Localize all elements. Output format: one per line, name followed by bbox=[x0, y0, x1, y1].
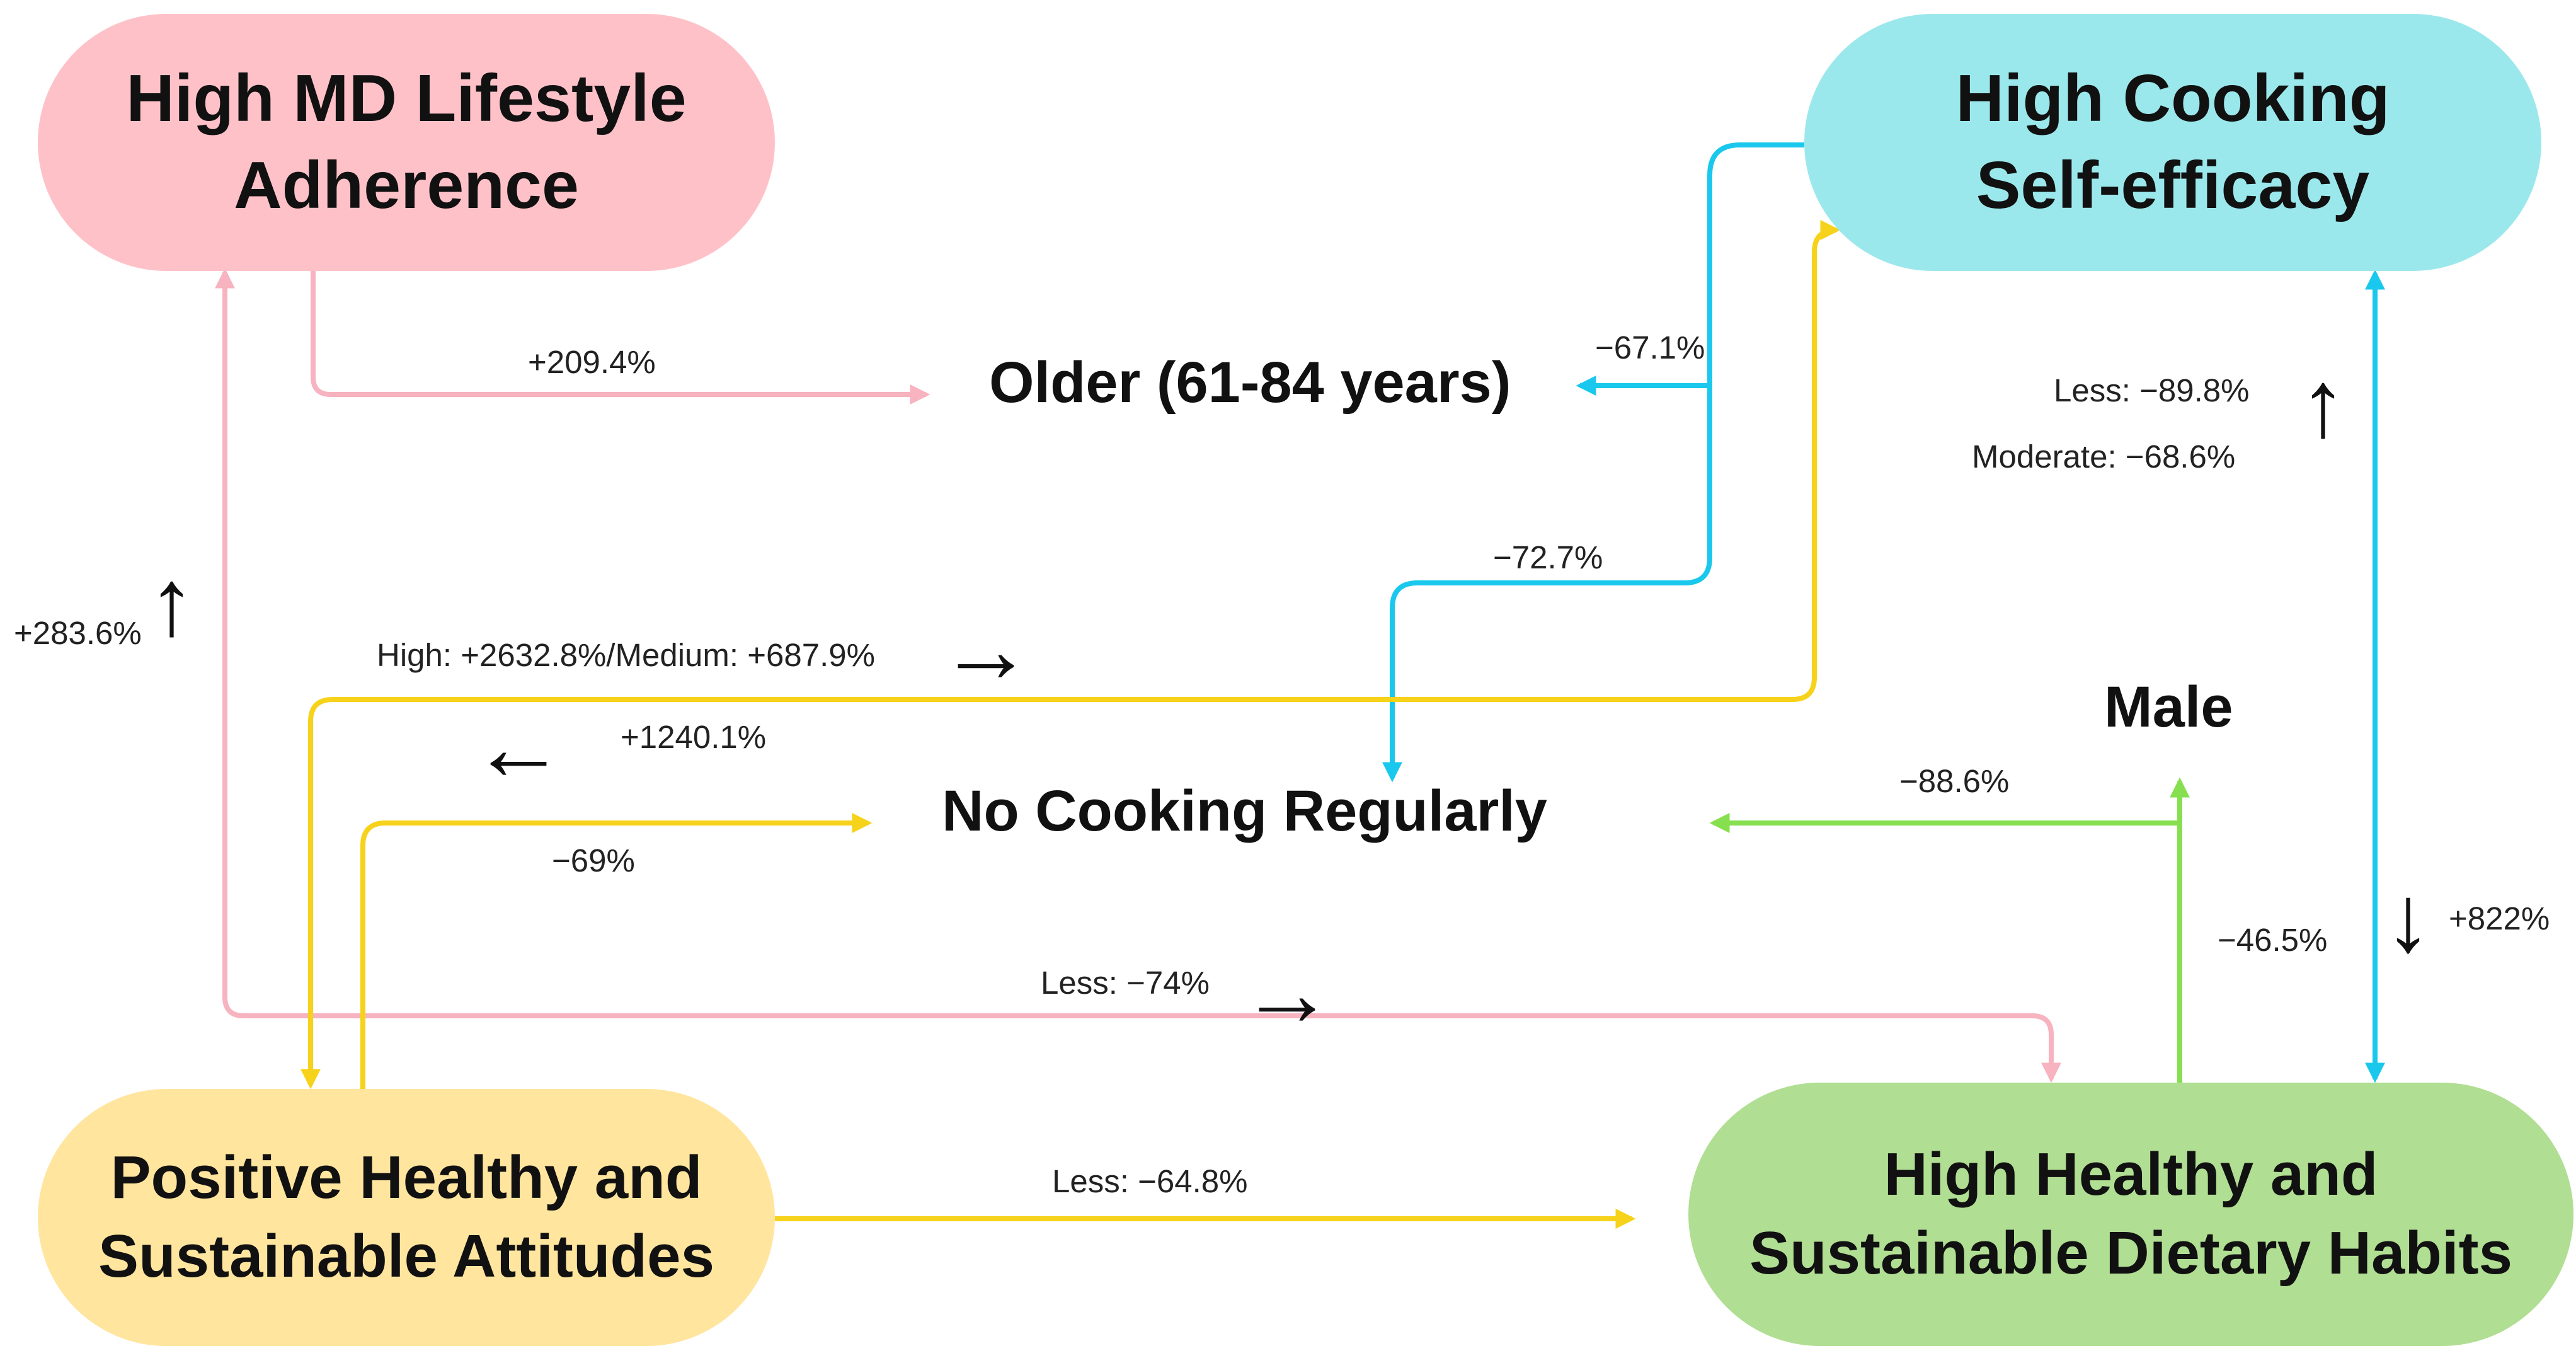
label-cook-to-diet-less: Less: −89.8% bbox=[2054, 372, 2250, 408]
label-cook-to-nocook: −72.7% bbox=[1493, 539, 1603, 575]
node-healthy-sustainable-dietary-habits: High Healthy and Sustainable Dietary Hab… bbox=[1688, 1083, 2573, 1346]
outcome-male: Male bbox=[2104, 675, 2233, 739]
label-cook-to-diet-moderate: Moderate: −68.6% bbox=[1972, 439, 2236, 475]
outcome-older: Older (61-84 years) bbox=[989, 350, 1511, 415]
label-md-to-diet: Less: −74% bbox=[1041, 965, 1210, 1001]
up-arrow-icon: ↑ bbox=[2299, 350, 2347, 456]
edge-cook-to-older bbox=[1576, 142, 1804, 396]
edge-att-to-nocook bbox=[360, 813, 873, 1089]
label-cook-to-older: −67.1% bbox=[1595, 330, 1705, 365]
node-md-lifestyle-adherence: High MD Lifestyle Adherence bbox=[38, 14, 775, 271]
edge-att-cook bbox=[301, 220, 1841, 1090]
left-arrow-icon: ← bbox=[471, 694, 566, 800]
edge-cook-to-nocook bbox=[1382, 386, 1712, 783]
label-diet-to-male: −46.5% bbox=[2218, 922, 2328, 958]
label-att-to-md: +283.6% bbox=[14, 615, 142, 651]
label-diet-to-cook: +822% bbox=[2449, 901, 2550, 936]
down-arrow-icon: ↓ bbox=[2384, 865, 2432, 971]
node-healthy-sustainable-attitudes: Positive Healthy and Sustainable Attitud… bbox=[38, 1089, 775, 1346]
node-attitudes-label: Positive Healthy and Sustainable Attitud… bbox=[98, 1144, 714, 1290]
node-dietary-label: High Healthy and Sustainable Dietary Hab… bbox=[1749, 1141, 2513, 1287]
label-att-to-cook: High: +2632.8%/Medium: +687.9% bbox=[377, 637, 875, 673]
node-md-lifestyle-label: High MD Lifestyle Adherence bbox=[126, 61, 687, 222]
right-arrow-icon: → bbox=[1240, 940, 1334, 1045]
label-att-to-nocook: −69% bbox=[552, 843, 635, 878]
right-arrow-icon: → bbox=[939, 596, 1033, 702]
node-cooking-self-efficacy: High Cooking Self-efficacy bbox=[1804, 14, 2541, 271]
label-diet-to-nocook: −88.6% bbox=[1899, 763, 2010, 799]
outcome-no-cooking-regularly: No Cooking Regularly bbox=[942, 779, 1547, 843]
node-cooking-label: High Cooking Self-efficacy bbox=[1955, 61, 2390, 222]
label-md-to-older: +209.4% bbox=[528, 344, 656, 380]
label-cook-to-att: +1240.1% bbox=[621, 719, 767, 755]
up-arrow-icon: ↑ bbox=[148, 549, 195, 655]
label-att-to-diet: Less: −64.8% bbox=[1052, 1163, 1248, 1199]
